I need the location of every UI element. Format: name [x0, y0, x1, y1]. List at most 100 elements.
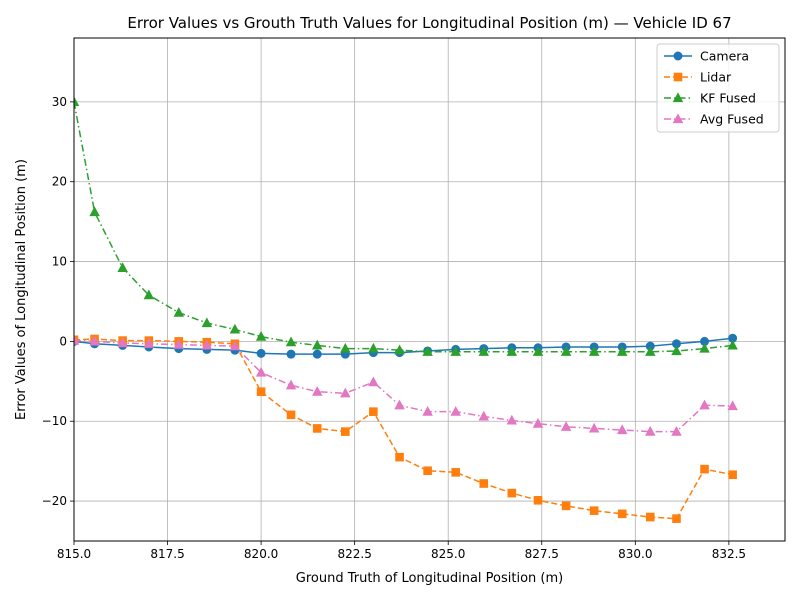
data-point-avg-fused: [478, 410, 489, 421]
legend-label-lidar: Lidar: [700, 70, 732, 85]
data-point-camera: [256, 348, 266, 358]
legend-label-kf-fused: KF Fused: [700, 91, 756, 106]
legend-label-avg-fused: Avg Fused: [700, 112, 764, 127]
data-point-avg-fused: [450, 405, 461, 416]
y-tick-label: 30: [52, 95, 67, 109]
data-point-kf-fused: [450, 346, 461, 356]
data-point-lidar: [423, 466, 432, 476]
data-point-camera: [312, 349, 322, 359]
data-point-avg-fused: [201, 339, 213, 350]
x-tick-label: 825.0: [431, 547, 465, 561]
data-point-avg-fused: [560, 421, 572, 431]
data-point-lidar: [728, 470, 737, 480]
x-axis-label: Ground Truth of Longitudinal Position (m…: [296, 571, 563, 586]
data-point-kf-fused: [532, 346, 544, 356]
x-tick-label: 820.0: [244, 547, 278, 561]
data-point-avg-fused: [422, 405, 433, 416]
series-layer: [74, 96, 738, 523]
x-tick-label: 815.0: [57, 547, 91, 561]
data-point-avg-fused: [394, 399, 405, 410]
data-point-kf-fused: [394, 344, 405, 355]
data-point-avg-fused: [340, 387, 351, 398]
data-point-avg-fused: [143, 338, 155, 348]
data-point-kf-fused: [560, 346, 572, 356]
data-point-kf-fused: [74, 96, 80, 106]
data-point-kf-fused: [699, 342, 710, 353]
plot-area-frame: [73, 37, 786, 542]
data-point-camera: [286, 349, 296, 359]
legend-item-avg-fused: Avg Fused: [664, 112, 764, 127]
data-point-lidar: [369, 407, 378, 416]
data-point-kf-fused: [588, 346, 600, 356]
y-tick-label: −10: [42, 414, 67, 428]
data-point-kf-fused: [143, 289, 155, 300]
data-point-lidar: [617, 509, 627, 519]
data-point-kf-fused: [368, 342, 379, 353]
y-tick-label: 10: [52, 255, 67, 269]
data-point-avg-fused: [588, 422, 600, 433]
legend-item-camera: Camera: [664, 49, 749, 64]
y-tick-label: −20: [42, 494, 67, 508]
data-point-lidar: [589, 506, 599, 515]
data-point-lidar: [561, 501, 571, 511]
data-point-avg-fused: [671, 425, 682, 436]
series-avg-fused: [74, 334, 738, 436]
y-tick-label: 0: [59, 334, 67, 348]
y-tick-label: 20: [52, 175, 67, 189]
data-point-avg-fused: [173, 338, 185, 349]
data-point-kf-fused: [645, 346, 656, 356]
data-point-lidar: [507, 488, 517, 498]
data-point-avg-fused: [699, 399, 710, 410]
data-point-kf-fused: [255, 330, 267, 341]
data-point-kf-fused: [117, 262, 128, 273]
data-point-lidar: [312, 424, 322, 433]
data-point-avg-fused: [616, 424, 628, 435]
legend-label-camera: Camera: [700, 49, 749, 64]
data-point-avg-fused: [506, 414, 518, 425]
legend-marker-camera: [673, 51, 683, 61]
data-point-avg-fused: [532, 417, 544, 428]
legend-marker-lidar: [673, 72, 683, 82]
x-tick-label: 822.5: [337, 547, 371, 561]
data-point-avg-fused: [368, 376, 379, 387]
data-point-kf-fused: [285, 336, 297, 347]
data-point-kf-fused: [671, 345, 682, 356]
legend-item-lidar: Lidar: [664, 70, 732, 85]
data-point-lidar: [479, 479, 489, 488]
data-point-lidar: [700, 464, 709, 474]
data-point-lidar: [451, 468, 460, 477]
data-point-kf-fused: [422, 346, 433, 356]
x-tick-label: 817.5: [150, 547, 184, 561]
data-point-avg-fused: [229, 340, 241, 351]
data-point-avg-fused: [89, 335, 100, 346]
data-point-lidar: [672, 514, 681, 523]
data-point-lidar: [341, 427, 350, 436]
data-point-lidar: [645, 512, 655, 522]
data-point-avg-fused: [74, 334, 80, 345]
x-tick-label: 832.5: [712, 547, 746, 561]
data-point-lidar: [533, 495, 543, 505]
data-point-kf-fused: [340, 342, 351, 353]
y-axis-label: Error Values of Longitudinal Position (m…: [14, 159, 29, 420]
legend-frame: [656, 43, 780, 133]
legend-marker-avg-fused: [672, 113, 684, 124]
series-kf-fused: [74, 96, 738, 356]
data-point-avg-fused: [255, 366, 267, 377]
data-point-avg-fused: [727, 400, 738, 411]
legend-marker-kf-fused: [672, 92, 684, 103]
data-point-avg-fused: [285, 379, 297, 390]
data-point-kf-fused: [173, 306, 185, 317]
data-point-lidar: [256, 387, 266, 396]
x-tick-label: 830.0: [618, 547, 652, 561]
x-tick-label: 827.5: [525, 547, 559, 561]
data-point-kf-fused: [478, 346, 489, 356]
data-point-kf-fused: [89, 206, 100, 217]
legend-item-kf-fused: KF Fused: [664, 91, 756, 106]
x-axis-ticks: 815.0 817.5 820.0 822.5 825.0 827.5 830.0 832.5: [57, 541, 746, 561]
data-point-kf-fused: [727, 339, 738, 350]
data-point-kf-fused: [506, 346, 518, 356]
chart-title: Error Values vs Grouth Truth Values for …: [127, 14, 731, 32]
y-axis-ticks: −20 −10 0 10 20 30: [42, 95, 74, 508]
data-point-kf-fused: [201, 317, 213, 328]
